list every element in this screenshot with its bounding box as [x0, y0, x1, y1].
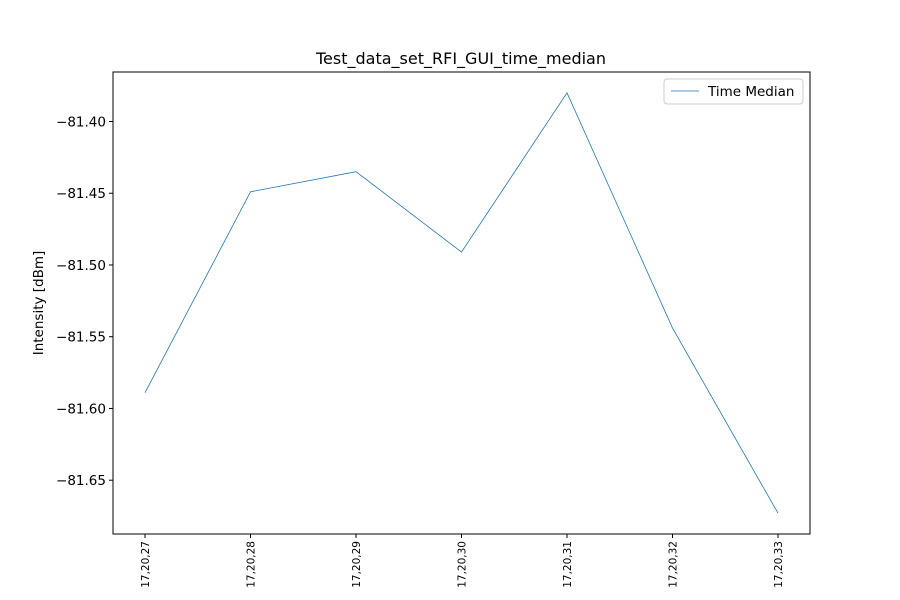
series-lines: [144, 91, 779, 514]
y-axis: −81.65 −81.60 −81.55 −81.50 −81.45 −81.40: [56, 115, 113, 489]
y-tick-label: −81.55: [56, 330, 106, 346]
plot-frame: [112, 71, 811, 535]
legend-label: Time Median: [707, 84, 794, 100]
legend: Time Median: [663, 78, 804, 105]
chart-title: Test_data_set_RFI_GUI_time_median: [315, 49, 606, 69]
plot-area: [112, 71, 811, 535]
x-tick-label: 17,20,29: [351, 541, 363, 588]
x-tick-label: 17,20,33: [773, 541, 785, 588]
series-line-time-median: [144, 91, 779, 514]
y-tick-label: −81.40: [56, 115, 106, 131]
x-tick-label: 17,20,28: [246, 541, 258, 588]
y-tick-label: −81.45: [56, 186, 106, 202]
x-tick-label: 17,20,27: [140, 541, 152, 588]
legend-box: [663, 78, 804, 105]
y-tick-label: −81.65: [56, 473, 106, 489]
x-tick-label: 17,20,32: [668, 541, 680, 588]
x-tick-label: 17,20,31: [562, 541, 574, 588]
y-tick-label: −81.60: [56, 401, 106, 417]
x-axis: 17,20,27 17,20,28 17,20,29 17,20,30 17,20,31…: [140, 534, 785, 588]
x-tick-label: 17,20,30: [457, 541, 469, 588]
y-tick-label: −81.50: [56, 258, 106, 274]
y-axis-label: Intensity [dBm]: [31, 251, 47, 356]
